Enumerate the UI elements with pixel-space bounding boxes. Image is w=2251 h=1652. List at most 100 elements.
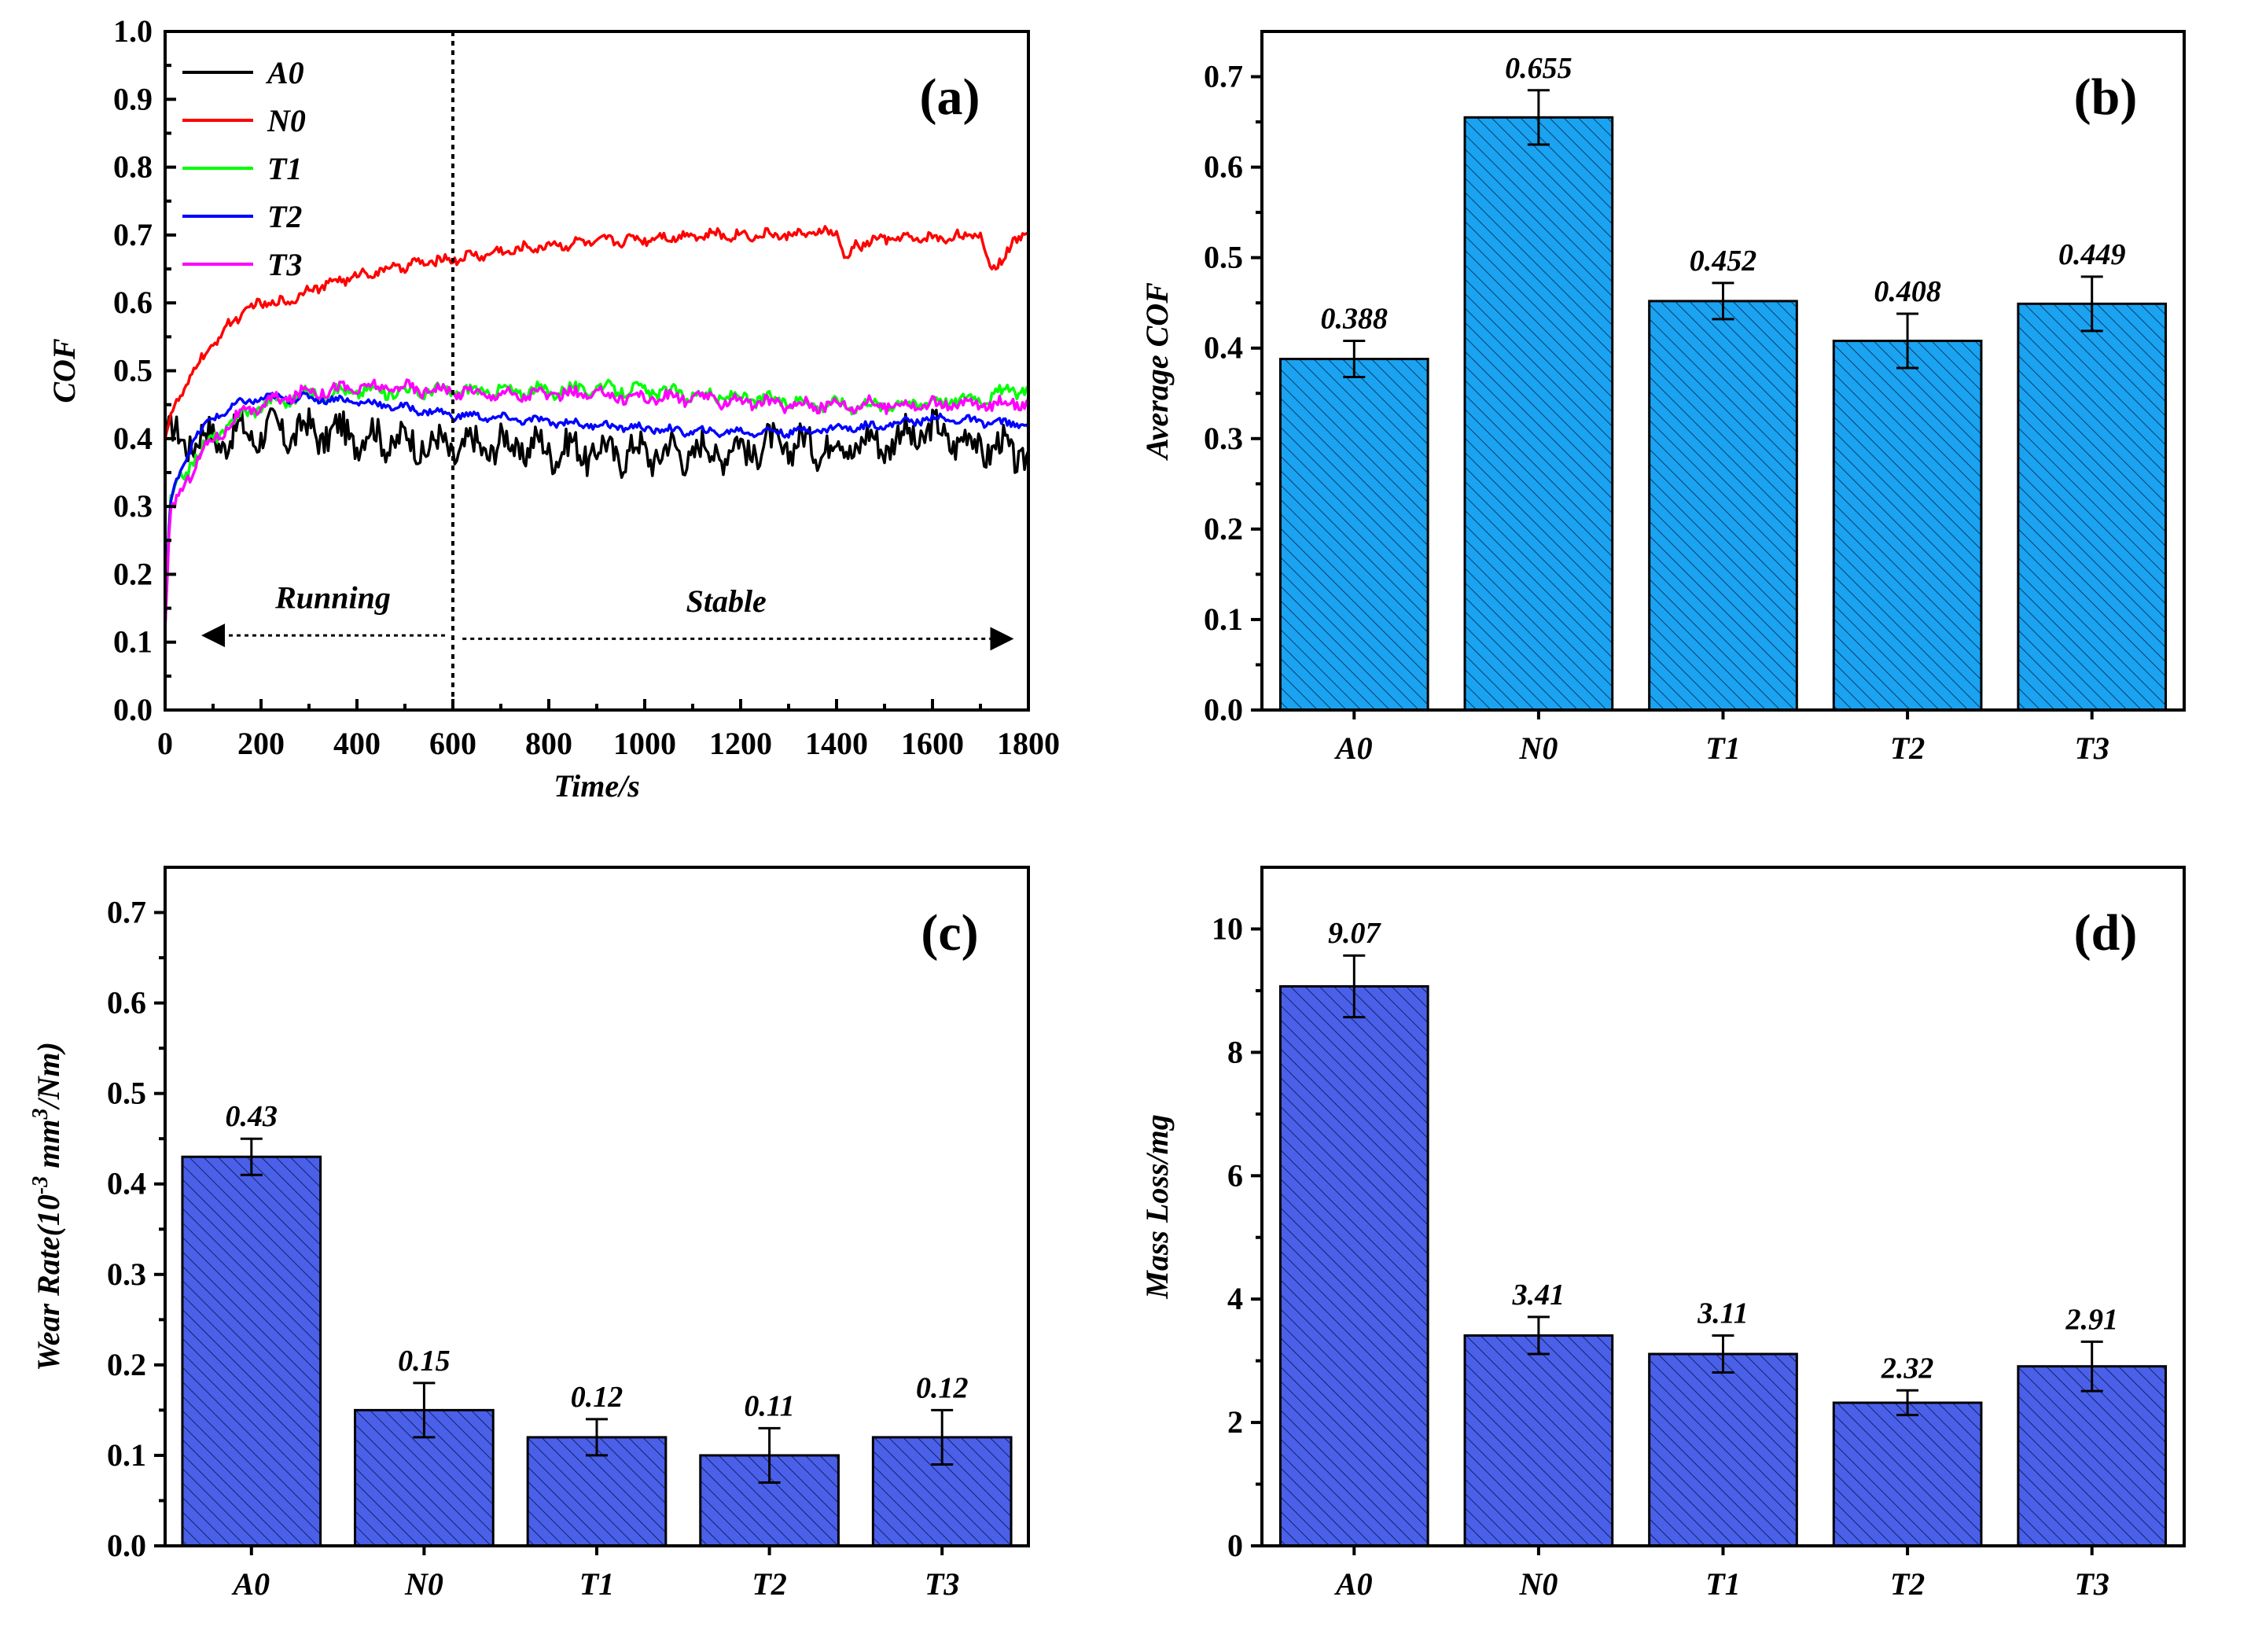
bar-t1 bbox=[1648, 300, 1798, 712]
legend-label-a0: A0 bbox=[265, 55, 304, 90]
x-tick-label-a: 0 bbox=[157, 726, 173, 761]
value-label-t3: 0.12 bbox=[916, 1371, 969, 1404]
y-tick-label-b: 0.3 bbox=[1204, 421, 1243, 456]
y-tick-label-a: 0.0 bbox=[113, 692, 153, 727]
value-label-n0: 0.15 bbox=[398, 1345, 451, 1378]
value-label-a0: 9.07 bbox=[1328, 917, 1382, 950]
y-tick-label-b: 0.6 bbox=[1204, 149, 1243, 185]
bar-t2 bbox=[1832, 340, 1983, 712]
bars-b: 0.388 A0 0.655 N0 0.452 T1 0.408 T2 0.449 T3 bbox=[1278, 52, 2168, 766]
panel-d-bar-chart: 9.07 A0 3.41 N0 3.11 T1 2.32 T2 2.91 T3 0 2 4 6 8 10 M… bbox=[1139, 866, 2186, 1602]
y-tick-label-b: 0.7 bbox=[1204, 59, 1243, 94]
panel-label-b: (b) bbox=[2074, 68, 2138, 126]
y-tick-label-b: 0.1 bbox=[1204, 602, 1243, 637]
bar-t3 bbox=[2017, 1365, 2168, 1547]
x-tick-label-a: 600 bbox=[429, 726, 476, 761]
y-tick-label-c: 0.6 bbox=[107, 985, 146, 1021]
y-tick-label-a: 1.0 bbox=[113, 13, 153, 49]
y-tick-label-d: 0 bbox=[1227, 1528, 1243, 1563]
y-tick-label-b: 0.2 bbox=[1204, 511, 1243, 546]
value-label-a0: 0.43 bbox=[226, 1100, 278, 1133]
category-label-t2: T2 bbox=[752, 1566, 786, 1602]
bar-n0 bbox=[1463, 1334, 1614, 1547]
y-tick-label-a: 0.5 bbox=[113, 353, 153, 388]
series-line-t2 bbox=[164, 391, 1030, 629]
panel-label-a: (a) bbox=[920, 68, 980, 126]
legend-label-t2: T2 bbox=[267, 199, 302, 234]
x-tick-label-a: 1400 bbox=[805, 726, 868, 761]
axis-ticks-b: 0.0 0.1 0.2 0.3 0.4 0.5 0.6 0.7 bbox=[1204, 59, 1262, 727]
wear-rate-label-mid: mm bbox=[31, 1120, 66, 1176]
axis-ticks-a: 0 200 400 600 800 1000 1200 1400 1600 1800 0.0 0.1 0… bbox=[113, 13, 1060, 761]
axis-ticks-d: 0 2 4 6 8 10 bbox=[1212, 911, 1262, 1563]
x-axis-title-a: Time/s bbox=[554, 768, 640, 804]
value-label-t1: 3.11 bbox=[1697, 1297, 1748, 1330]
value-label-t2: 0.11 bbox=[744, 1389, 794, 1422]
bar-n0 bbox=[1463, 116, 1614, 712]
legend-label-t1: T1 bbox=[267, 151, 302, 186]
y-tick-label-b: 0.0 bbox=[1204, 692, 1243, 727]
y-tick-label-a: 0.6 bbox=[113, 285, 153, 320]
category-label-t1: T1 bbox=[1705, 730, 1740, 766]
value-label-t2: 0.408 bbox=[1874, 275, 1941, 308]
running-annotation: Running bbox=[274, 580, 391, 616]
series-line-t1 bbox=[164, 378, 1030, 609]
value-label-t3: 2.91 bbox=[2065, 1303, 2118, 1336]
y-tick-label-c: 0.5 bbox=[107, 1076, 146, 1111]
x-tick-label-a: 400 bbox=[333, 726, 381, 761]
plot-frame-b bbox=[1260, 30, 2186, 712]
y-tick-label-d: 8 bbox=[1227, 1034, 1243, 1069]
y-tick-label-a: 0.1 bbox=[113, 624, 153, 660]
y-tick-label-b: 0.4 bbox=[1204, 330, 1243, 366]
y-tick-label-c: 0.4 bbox=[107, 1166, 146, 1201]
y-tick-label-a: 0.7 bbox=[113, 217, 153, 252]
category-label-a0: A0 bbox=[1333, 730, 1373, 766]
legend-label-n0: N0 bbox=[267, 103, 306, 138]
category-label-n0: N0 bbox=[404, 1566, 443, 1602]
bars-c: 0.43 A0 0.15 N0 0.12 T1 0.11 T2 0.12 T3 bbox=[181, 1100, 1013, 1602]
y-tick-label-d: 4 bbox=[1227, 1281, 1243, 1316]
y-tick-label-c: 0.0 bbox=[107, 1528, 146, 1563]
value-label-t1: 0.452 bbox=[1690, 245, 1757, 278]
category-label-a0: A0 bbox=[1333, 1566, 1373, 1602]
y-tick-label-a: 0.4 bbox=[113, 421, 153, 456]
category-label-t2: T2 bbox=[1890, 730, 1925, 766]
y-tick-label-a: 0.3 bbox=[113, 488, 153, 524]
y-tick-label-d: 2 bbox=[1227, 1404, 1243, 1440]
x-tick-label-a: 200 bbox=[237, 726, 285, 761]
bar-a0 bbox=[1278, 984, 1429, 1547]
category-label-t2: T2 bbox=[1890, 1566, 1925, 1602]
value-label-t3: 0.449 bbox=[2058, 238, 2126, 271]
value-label-n0: 3.41 bbox=[1512, 1279, 1565, 1312]
bar-t1 bbox=[1648, 1352, 1798, 1547]
legend-label-t3: T3 bbox=[267, 247, 302, 282]
y-axis-title-b: Average COF bbox=[1139, 282, 1175, 462]
y-tick-label-a: 0.2 bbox=[113, 556, 153, 591]
panel-label-c: (c) bbox=[921, 904, 978, 962]
category-label-t3: T3 bbox=[2074, 1566, 2109, 1602]
category-label-a0: A0 bbox=[230, 1566, 270, 1602]
y-axis-title-a: COF bbox=[46, 338, 82, 403]
legend-a: A0 N0 T1 T2 T3 bbox=[182, 55, 306, 282]
y-tick-label-b: 0.5 bbox=[1204, 240, 1243, 275]
y-tick-label-c: 0.3 bbox=[107, 1256, 146, 1292]
category-label-t3: T3 bbox=[2074, 730, 2109, 766]
x-tick-label-a: 1200 bbox=[709, 726, 772, 761]
panel-label-d: (d) bbox=[2074, 904, 2138, 962]
y-tick-label-c: 0.7 bbox=[107, 895, 146, 930]
x-tick-label-a: 800 bbox=[525, 726, 572, 761]
y-axis-title-c: Wear Rate(10-3 mm3/Nm) bbox=[28, 1042, 67, 1371]
category-label-t1: T1 bbox=[1705, 1566, 1740, 1602]
bar-t3 bbox=[2017, 302, 2168, 712]
y-tick-label-c: 0.1 bbox=[107, 1437, 146, 1473]
x-tick-label-a: 1000 bbox=[613, 726, 676, 761]
series-line-t3 bbox=[164, 378, 1030, 629]
x-tick-label-a: 1600 bbox=[901, 726, 964, 761]
cof-series-lines bbox=[164, 225, 1030, 629]
value-label-t1: 0.12 bbox=[571, 1381, 623, 1414]
bar-a0 bbox=[181, 1155, 322, 1547]
category-label-n0: N0 bbox=[1518, 1566, 1558, 1602]
